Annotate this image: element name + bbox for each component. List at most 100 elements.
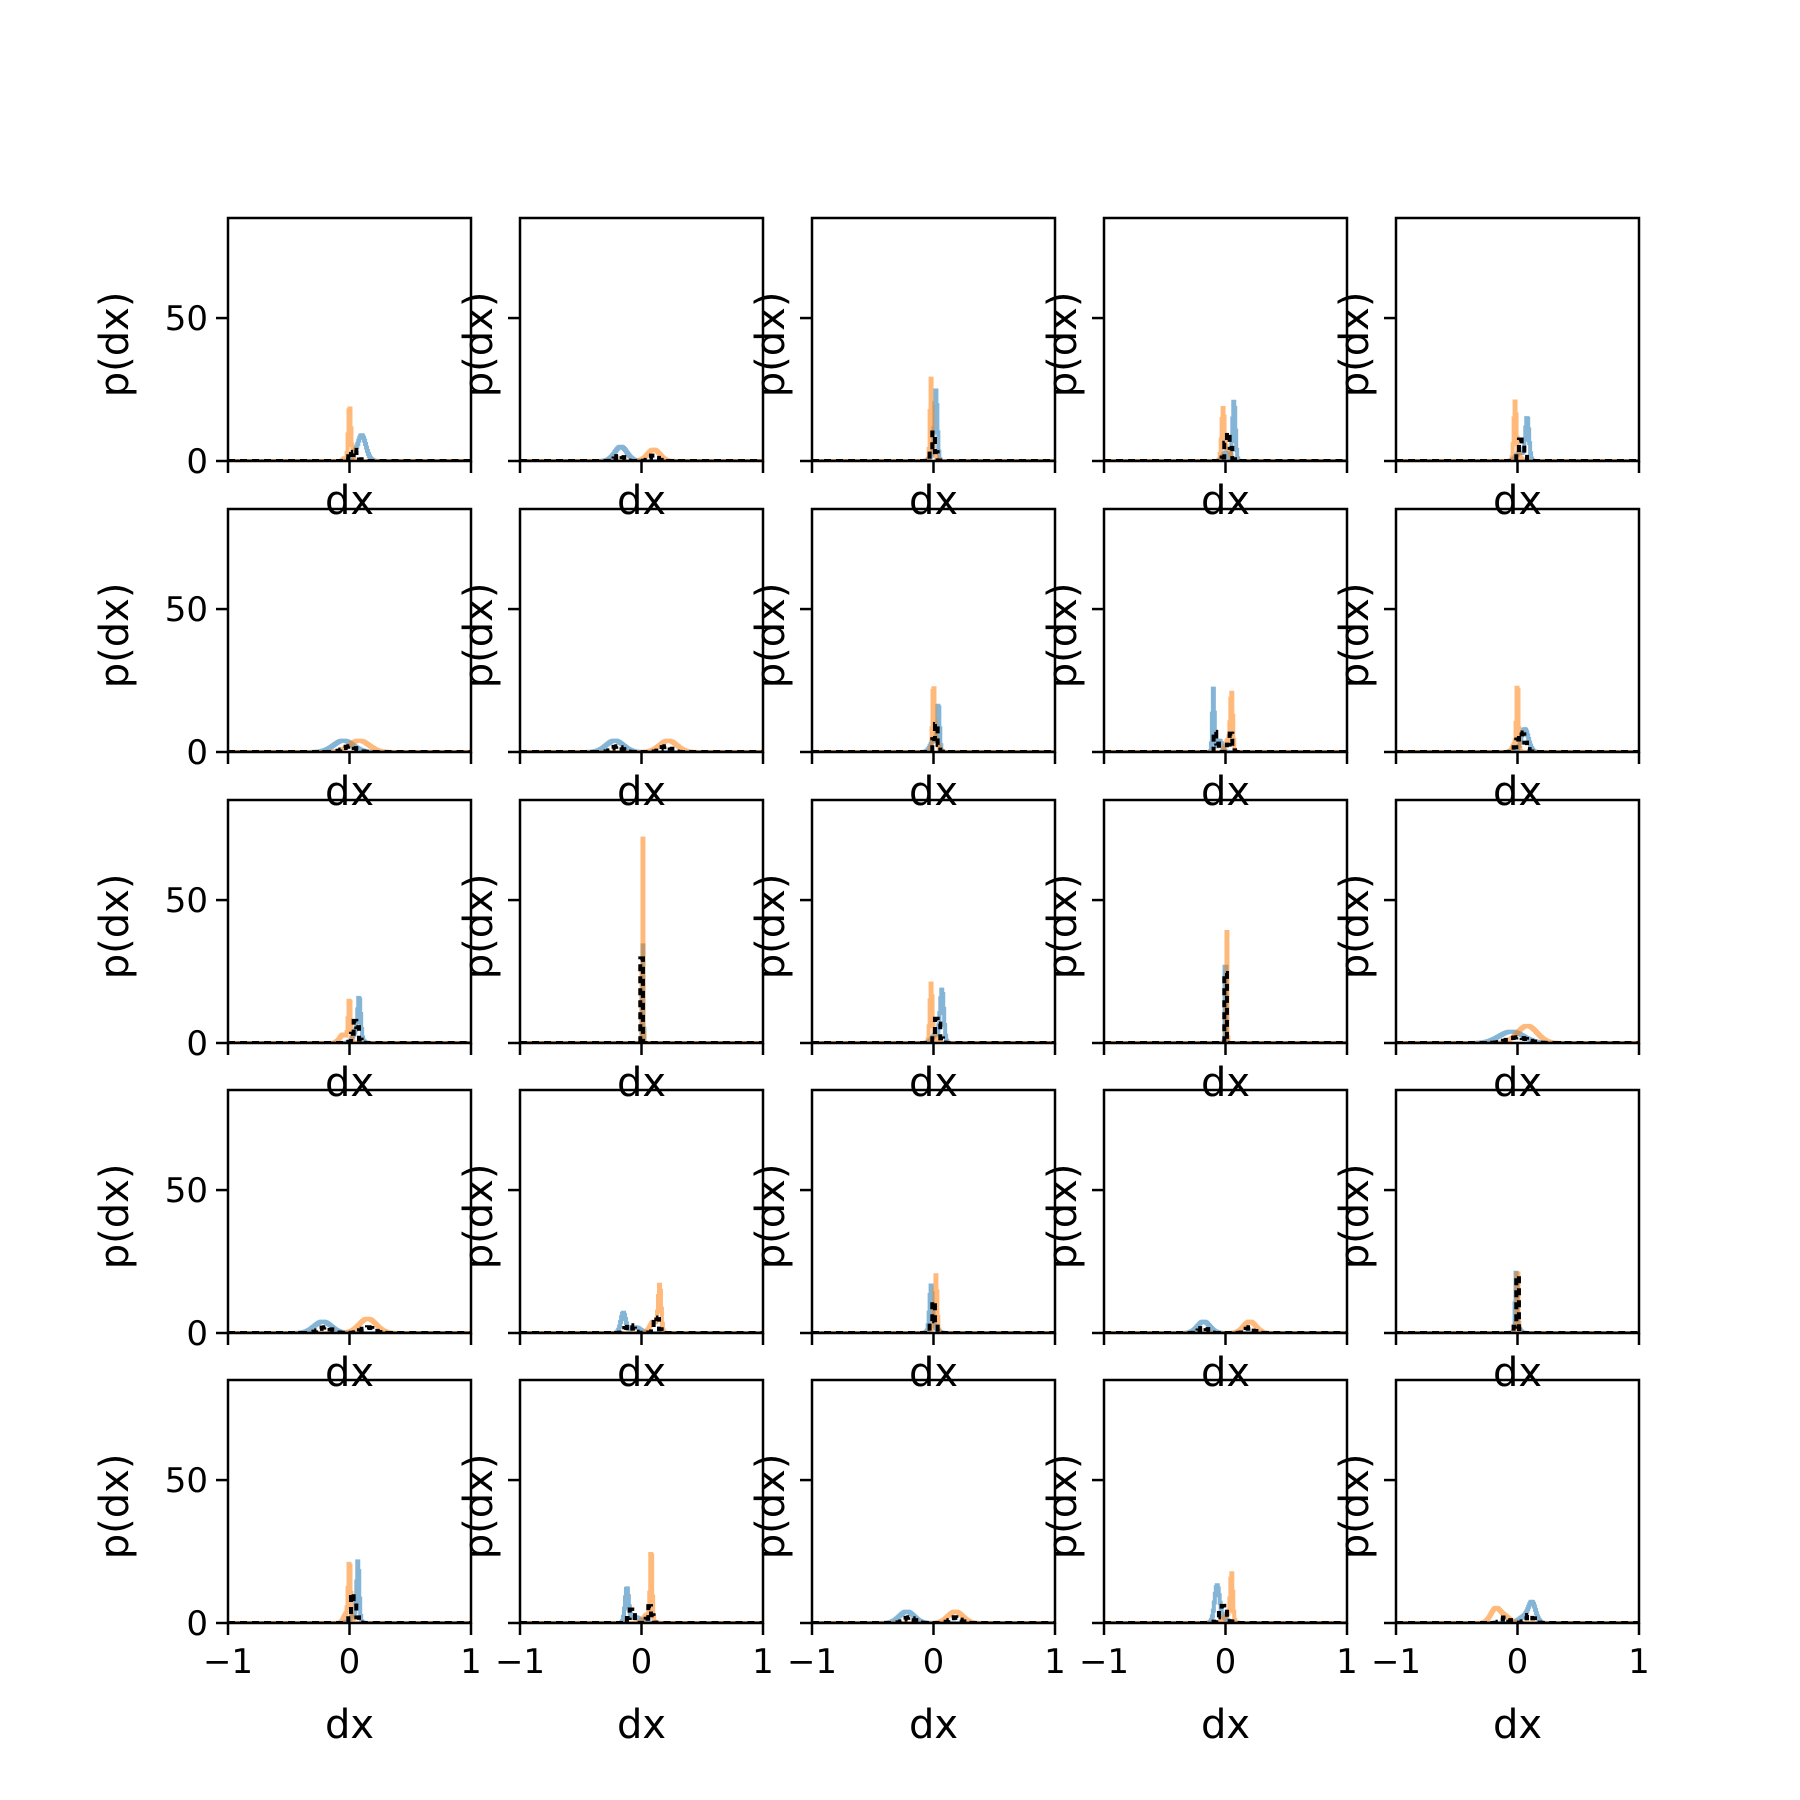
plot-area bbox=[1396, 1599, 1639, 1623]
x-tick-label: 0 bbox=[631, 1642, 653, 1682]
subplot-r2-c3: dx p(dx) bbox=[748, 507, 1057, 815]
y-axis-label: p(dx) bbox=[748, 1164, 794, 1270]
subplot-grid: 0 50 dx p(dx) dx p(dx) dx p(dx) dx p(dx) dx p(dx) 0 5… bbox=[92, 216, 1650, 1748]
y-axis-label: p(dx) bbox=[456, 583, 502, 689]
subplot-r3-c1: 0 50 dx p(dx) bbox=[92, 798, 473, 1106]
series-line-orange bbox=[1104, 690, 1347, 752]
x-tick-label: −1 bbox=[495, 1642, 545, 1682]
y-tick-label: 0 bbox=[186, 733, 208, 773]
y-tick-label: 0 bbox=[186, 442, 208, 482]
subplot-r5-c5: −1 0 1 dx p(dx) bbox=[1332, 1378, 1650, 1748]
series-line-black bbox=[812, 1016, 1055, 1043]
y-axis-label: p(dx) bbox=[1332, 874, 1378, 980]
plot-area bbox=[228, 406, 471, 461]
y-axis-label: p(dx) bbox=[1332, 1164, 1378, 1270]
x-axis-label: dx bbox=[1201, 1060, 1250, 1106]
subplot-r4-c1: 0 50 dx p(dx) bbox=[92, 1088, 473, 1396]
y-tick-label: 0 bbox=[186, 1314, 208, 1354]
x-tick-label: 1 bbox=[752, 1642, 774, 1682]
x-axis-label: dx bbox=[1493, 478, 1542, 524]
series-line-black bbox=[228, 744, 471, 752]
x-tick-label: 0 bbox=[923, 1642, 945, 1682]
subplot-r1-c5: dx p(dx) bbox=[1332, 216, 1641, 524]
x-axis-label: dx bbox=[325, 1350, 374, 1396]
y-tick-label: 50 bbox=[165, 590, 208, 630]
x-axis-label: dx bbox=[909, 1702, 958, 1748]
x-axis-label: dx bbox=[325, 478, 374, 524]
plot-area bbox=[1396, 399, 1639, 461]
x-axis-label: dx bbox=[325, 1060, 374, 1106]
plot-area bbox=[520, 836, 763, 1043]
plot-area bbox=[1396, 685, 1639, 752]
y-axis-label: p(dx) bbox=[1040, 1454, 1086, 1560]
series-line-orange bbox=[228, 1316, 471, 1333]
y-tick-label: 50 bbox=[165, 1461, 208, 1501]
y-axis-label: p(dx) bbox=[456, 292, 502, 398]
series-line-orange bbox=[812, 981, 1055, 1043]
series-line-orange bbox=[1396, 685, 1639, 752]
y-tick-label: 0 bbox=[186, 1604, 208, 1644]
subplot-r1-c2: dx p(dx) bbox=[456, 216, 765, 524]
series-line-orange bbox=[1396, 1271, 1639, 1333]
plot-area bbox=[1396, 1023, 1639, 1043]
x-axis-label: dx bbox=[1201, 1350, 1250, 1396]
plot-area bbox=[812, 981, 1055, 1043]
x-axis-label: dx bbox=[1201, 478, 1250, 524]
x-tick-label: 1 bbox=[1044, 1642, 1066, 1682]
series-line-orange bbox=[1396, 399, 1639, 461]
x-axis-label: dx bbox=[617, 769, 666, 815]
y-axis-label: p(dx) bbox=[456, 1164, 502, 1270]
plot-area bbox=[1104, 929, 1347, 1043]
x-axis-label: dx bbox=[1201, 1702, 1250, 1748]
x-tick-label: 1 bbox=[460, 1642, 482, 1682]
plot-area bbox=[812, 686, 1055, 752]
y-axis-label: p(dx) bbox=[1332, 583, 1378, 689]
x-tick-label: 0 bbox=[339, 1642, 361, 1682]
x-tick-label: 1 bbox=[1336, 1642, 1358, 1682]
subplot-r4-c4: dx p(dx) bbox=[1040, 1088, 1349, 1396]
series-line-orange bbox=[1396, 1023, 1639, 1043]
plot-area bbox=[228, 738, 471, 752]
series-line-orange bbox=[228, 1561, 471, 1623]
series-line-black bbox=[228, 447, 471, 461]
subplot-r2-c5: dx p(dx) bbox=[1332, 507, 1641, 815]
series-line-black bbox=[1104, 430, 1347, 461]
series-line-orange bbox=[812, 686, 1055, 752]
series-line-orange bbox=[812, 1609, 1055, 1623]
y-axis-label: p(dx) bbox=[92, 874, 138, 980]
subplot-r5-c4: −1 0 1 dx p(dx) bbox=[1040, 1378, 1358, 1748]
subplot-r4-c5: dx p(dx) bbox=[1332, 1088, 1641, 1396]
subplot-r2-c2: dx p(dx) bbox=[456, 507, 765, 815]
y-axis-label: p(dx) bbox=[748, 1454, 794, 1560]
series-line-blue bbox=[520, 1310, 763, 1333]
plot-area bbox=[228, 1559, 471, 1623]
y-axis-label: p(dx) bbox=[1332, 292, 1378, 398]
x-axis-label: dx bbox=[325, 769, 374, 815]
series-line-orange bbox=[228, 998, 471, 1043]
plot-area bbox=[228, 995, 471, 1043]
y-axis-label: p(dx) bbox=[1040, 583, 1086, 689]
plot-area bbox=[1104, 1319, 1347, 1333]
x-axis-label: dx bbox=[909, 1060, 958, 1106]
subplot-r5-c2: −1 0 1 dx p(dx) bbox=[456, 1378, 774, 1748]
series-line-blue bbox=[1396, 1599, 1639, 1623]
series-line-orange bbox=[520, 447, 763, 461]
series-line-blue bbox=[520, 444, 763, 461]
x-axis-label: dx bbox=[909, 478, 958, 524]
x-tick-label: −1 bbox=[203, 1642, 253, 1682]
y-axis-label: p(dx) bbox=[748, 583, 794, 689]
series-line-black bbox=[228, 1018, 471, 1043]
series-line-black bbox=[812, 430, 1055, 461]
x-tick-label: −1 bbox=[1079, 1642, 1129, 1682]
plot-area bbox=[1104, 399, 1347, 461]
subplot-r3-c3: dx p(dx) bbox=[748, 798, 1057, 1106]
plot-area bbox=[1104, 1571, 1347, 1623]
subplot-r5-c3: −1 0 1 dx p(dx) bbox=[748, 1378, 1066, 1748]
series-line-blue bbox=[228, 1319, 471, 1333]
x-axis-label: dx bbox=[909, 769, 958, 815]
plot-area bbox=[812, 1273, 1055, 1333]
y-axis-label: p(dx) bbox=[92, 1454, 138, 1560]
x-tick-label: −1 bbox=[787, 1642, 837, 1682]
series-line-blue bbox=[1104, 1319, 1347, 1333]
